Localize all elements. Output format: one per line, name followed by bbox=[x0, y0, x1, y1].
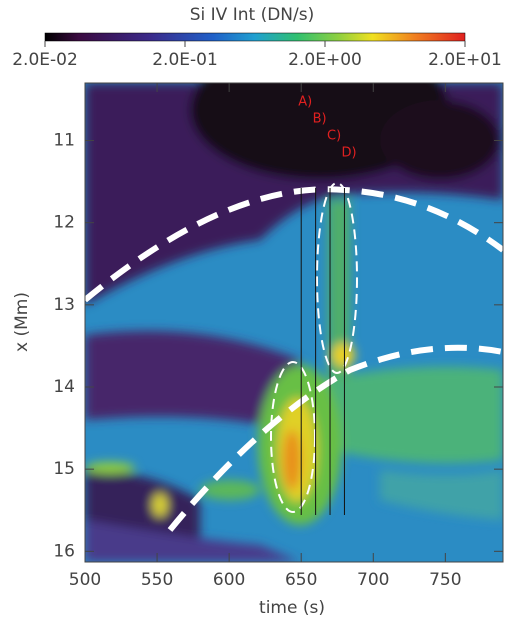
y-tick-label: 15 bbox=[53, 459, 75, 479]
x-axis-label: time (s) bbox=[259, 598, 325, 618]
annotation: D) bbox=[341, 146, 356, 161]
x-tick-label: 650 bbox=[285, 570, 317, 590]
y-tick-label: 12 bbox=[53, 213, 75, 233]
x-tick-label: 550 bbox=[141, 570, 173, 590]
colorbar bbox=[44, 32, 466, 42]
plot-frame bbox=[84, 82, 504, 563]
x-tick-label: 700 bbox=[357, 570, 389, 590]
heatmap bbox=[85, 83, 503, 562]
colorbar-tick-label: 2.0E+00 bbox=[288, 50, 362, 70]
x-tick-label: 600 bbox=[213, 570, 245, 590]
y-tick-label: 14 bbox=[53, 377, 75, 397]
x-tick-label: 750 bbox=[429, 570, 461, 590]
x-tick-label: 500 bbox=[69, 570, 101, 590]
y-tick-label: 16 bbox=[53, 541, 75, 561]
annotation: B) bbox=[313, 112, 327, 127]
y-axis-label: x (Mm) bbox=[12, 292, 32, 352]
colorbar-tick-label: 2.0E+01 bbox=[428, 50, 502, 70]
annotation: C) bbox=[327, 129, 341, 144]
colorbar-tick-label: 2.0E-01 bbox=[152, 50, 218, 70]
colorbar-title: Si IV Int (DN/s) bbox=[190, 5, 314, 25]
y-tick-label: 13 bbox=[53, 295, 75, 315]
colorbar-tick-label: 2.0E-02 bbox=[12, 50, 78, 70]
y-tick-label: 11 bbox=[53, 131, 75, 151]
annotation: A) bbox=[298, 95, 312, 110]
